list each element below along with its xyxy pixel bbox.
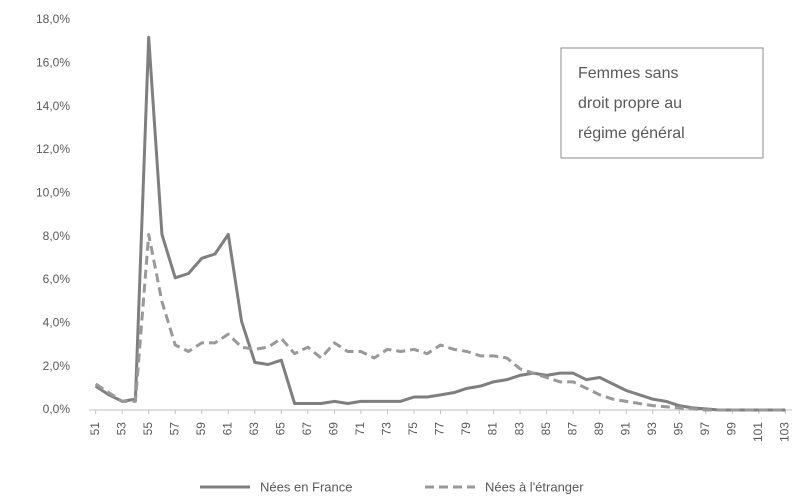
x-tick-label: 63 bbox=[247, 422, 261, 436]
x-tick-label: 101 bbox=[751, 422, 765, 442]
x-tick-label: 69 bbox=[327, 422, 341, 436]
x-tick-label: 65 bbox=[274, 422, 288, 436]
y-tick-label: 16,0% bbox=[36, 56, 70, 70]
y-tick-label: 12,0% bbox=[36, 142, 70, 156]
y-tick-label: 8,0% bbox=[43, 229, 71, 243]
x-tick-label: 91 bbox=[618, 422, 632, 436]
x-tick-label: 77 bbox=[433, 422, 447, 436]
x-tick-label: 97 bbox=[698, 422, 712, 436]
annotation: régime général bbox=[578, 125, 685, 142]
x-tick-label: 51 bbox=[88, 422, 102, 436]
x-tick-label: 67 bbox=[300, 422, 314, 436]
x-tick-label: 75 bbox=[406, 422, 420, 436]
x-tick-label: 95 bbox=[671, 422, 685, 436]
y-tick-label: 14,0% bbox=[36, 99, 70, 113]
series-line bbox=[94, 233, 786, 412]
series-line bbox=[94, 35, 786, 412]
y-tick-label: 0,0% bbox=[43, 402, 71, 416]
x-tick-label: 73 bbox=[380, 422, 394, 436]
x-tick-label: 85 bbox=[539, 422, 553, 436]
legend-label: Nées en France bbox=[260, 479, 353, 494]
x-tick-label: 57 bbox=[167, 422, 181, 436]
y-tick-label: 2,0% bbox=[43, 359, 71, 373]
annotation: Femmes sans bbox=[578, 65, 678, 82]
x-tick-label: 87 bbox=[565, 422, 579, 436]
y-tick-label: 10,0% bbox=[36, 186, 70, 200]
y-tick-label: 6,0% bbox=[43, 272, 71, 286]
x-tick-label: 61 bbox=[220, 422, 234, 436]
x-tick-label: 53 bbox=[114, 422, 128, 436]
x-tick-label: 79 bbox=[459, 422, 473, 436]
y-tick-label: 4,0% bbox=[43, 316, 71, 330]
x-tick-label: 103 bbox=[778, 422, 792, 442]
x-tick-label: 83 bbox=[512, 422, 526, 436]
annotation-box bbox=[560, 47, 764, 159]
x-tick-label: 71 bbox=[353, 422, 367, 436]
x-tick-label: 59 bbox=[194, 422, 208, 436]
x-tick-label: 99 bbox=[724, 422, 738, 436]
legend-label: Nées à l'étranger bbox=[485, 479, 584, 494]
x-tick-label: 89 bbox=[592, 422, 606, 436]
x-tick-label: 81 bbox=[486, 422, 500, 436]
x-tick-label: 55 bbox=[141, 422, 155, 436]
x-tick-label: 93 bbox=[645, 422, 659, 436]
y-tick-label: 18,0% bbox=[36, 12, 70, 26]
annotation: droit propre au bbox=[578, 95, 682, 112]
